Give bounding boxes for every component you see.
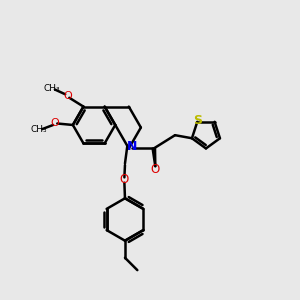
- Text: O: O: [51, 118, 60, 128]
- Text: O: O: [151, 163, 160, 176]
- Text: CH₃: CH₃: [44, 84, 60, 93]
- Text: O: O: [120, 173, 129, 186]
- Text: CH₃: CH₃: [31, 125, 48, 134]
- Text: S: S: [194, 114, 202, 127]
- Text: O: O: [63, 91, 72, 101]
- Text: N: N: [127, 140, 137, 153]
